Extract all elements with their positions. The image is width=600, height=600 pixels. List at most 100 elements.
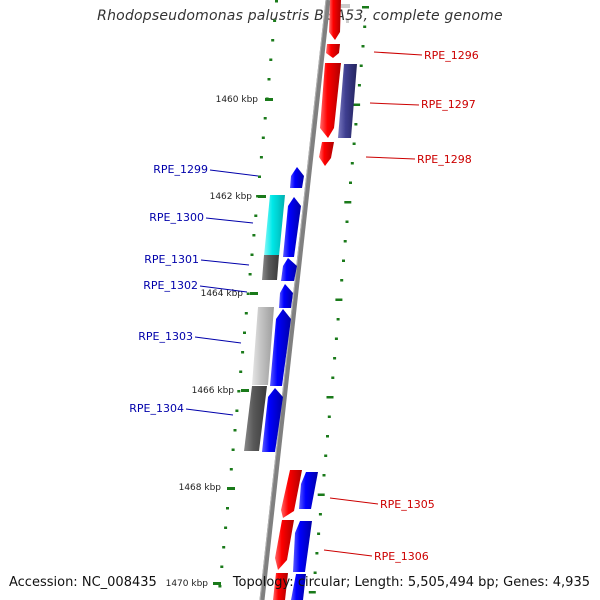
kbp-label: 1470 kbp (166, 579, 209, 589)
scale-tick-minor (315, 552, 319, 555)
forward-genes (273, 0, 341, 600)
rna-feature[interactable] (338, 64, 357, 138)
scale-tick-minor (363, 25, 367, 28)
gene-arrow-reverse[interactable] (283, 197, 301, 257)
scale-tick-minor (263, 117, 267, 120)
kbp-label: 1468 kbp (179, 483, 222, 493)
scale-tick-major (326, 396, 334, 399)
kbp-tick (258, 195, 266, 198)
gene-arrow-forward[interactable] (319, 142, 334, 166)
gene-arrow-forward[interactable] (326, 44, 340, 58)
gene-label-rpe-1299[interactable]: RPE_1299 (153, 163, 208, 176)
scale-tick-major (362, 6, 369, 9)
gene-label-rpe-1303[interactable]: RPE_1303 (138, 330, 193, 343)
scale-tick-minor (345, 220, 349, 223)
scale-tick-minor (241, 351, 245, 354)
gene-label-rpe-1301[interactable]: RPE_1301 (144, 253, 199, 266)
genes-value: 4,935 (552, 575, 590, 590)
gene-label-rpe-1304[interactable]: RPE_1304 (129, 402, 184, 415)
gene-label-rpe-1300[interactable]: RPE_1300 (149, 211, 204, 224)
scale-tick-minor (244, 312, 248, 315)
gene-arrow-forward[interactable] (329, 0, 341, 40)
scale-tick-minor (261, 136, 265, 139)
scale-tick-minor (357, 84, 361, 87)
gene-label-rpe-1297[interactable]: RPE_1297 (421, 98, 476, 111)
grey-feature (338, 4, 350, 8)
gene-label-rpe-1298[interactable]: RPE_1298 (417, 153, 472, 166)
scale-tick-minor (354, 123, 358, 126)
gene-arrow-reverse[interactable] (291, 574, 306, 600)
gene-arrow-forward[interactable] (281, 470, 302, 518)
minor-ticks-outer (308, 6, 369, 594)
kbp-tick (250, 292, 258, 295)
scale-tick-minor (350, 162, 354, 165)
scale-tick-major (317, 493, 325, 496)
scale-tick-minor (333, 357, 337, 360)
light-grey-feature[interactable] (252, 307, 274, 385)
scale-tick-minor (226, 507, 229, 510)
label-leader (323, 549, 373, 557)
scale-tick-minor (269, 58, 273, 61)
length-label: Length: (354, 575, 404, 590)
accession-label: Accession: (9, 575, 78, 590)
topology-value: circular (297, 575, 346, 590)
label-leader (185, 408, 234, 416)
gene-arrow-reverse[interactable] (299, 472, 318, 509)
label-leader (369, 102, 420, 106)
kbp-label: 1466 kbp (192, 386, 235, 396)
scale-tick-minor (317, 532, 321, 535)
scale-tick-minor (324, 454, 328, 457)
scale-tick-minor (227, 487, 231, 490)
scale-tick-minor (233, 429, 237, 432)
dark-grey-feature[interactable] (262, 255, 279, 280)
scale-tick-minor (218, 585, 222, 588)
kbp-tick (241, 389, 249, 392)
gene-label-rpe-1306[interactable]: RPE_1306 (374, 550, 429, 563)
kbp-scale: 1460 kbp 1462 kbp 1464 kbp 1466 kbp 1468… (166, 95, 273, 589)
gene-arrow-forward[interactable] (320, 63, 341, 138)
scale-tick-minor (359, 64, 363, 67)
scale-tick-minor (322, 474, 326, 477)
scale-tick-minor (361, 45, 365, 48)
genes-label: Genes: (503, 575, 549, 590)
scale-tick-minor (349, 181, 352, 184)
genome-backbone (259, 0, 331, 600)
minor-ticks-inner (218, 0, 278, 588)
gene-label-rpe-1302[interactable]: RPE_1302 (143, 279, 198, 292)
scale-tick-minor (336, 318, 340, 321)
genome-backbone-highlight (259, 0, 327, 600)
gene-arrow-reverse[interactable] (281, 258, 297, 281)
scale-tick-minor (256, 195, 260, 198)
scale-tick-minor (318, 513, 322, 516)
gene-arrow-reverse[interactable] (293, 521, 312, 572)
gene-label-rpe-1296[interactable]: RPE_1296 (424, 49, 479, 62)
gene-arrow-forward[interactable] (273, 573, 288, 600)
kbp-label: 1464 kbp (201, 289, 244, 299)
gene-arrow-reverse[interactable] (262, 388, 283, 452)
gene-arrow-forward[interactable] (275, 520, 294, 570)
accession-value: NC_008435 (81, 575, 157, 590)
page-title: Rhodopseudomonas palustris BisA53, compl… (97, 8, 503, 24)
scale-tick-minor (334, 337, 338, 340)
scale-tick-minor (273, 19, 277, 22)
scale-tick-major (335, 298, 343, 301)
genome-summary: Topology: circular; Length: 5,505,494 bp… (232, 575, 590, 590)
scale-tick-major (353, 103, 361, 106)
label-leader (205, 217, 254, 224)
gene-label-rpe-1305[interactable]: RPE_1305 (380, 498, 435, 511)
gene-arrow-reverse[interactable] (279, 284, 293, 308)
cyan-feature[interactable] (264, 195, 285, 256)
scale-tick-minor (267, 78, 271, 81)
label-leader (194, 336, 242, 344)
label-leader (200, 259, 250, 266)
label-leader (199, 285, 248, 293)
gene-arrow-reverse[interactable] (290, 167, 304, 188)
scale-tick-minor (254, 214, 258, 217)
gene-arrow-reverse[interactable] (270, 309, 291, 386)
kbp-label: 1460 kbp (216, 95, 259, 105)
dark-grey-feature[interactable] (244, 386, 267, 451)
scale-tick-major (344, 201, 352, 204)
scale-tick-minor (229, 468, 233, 471)
reverse-genes (262, 167, 318, 600)
scale-tick-minor (331, 376, 335, 379)
